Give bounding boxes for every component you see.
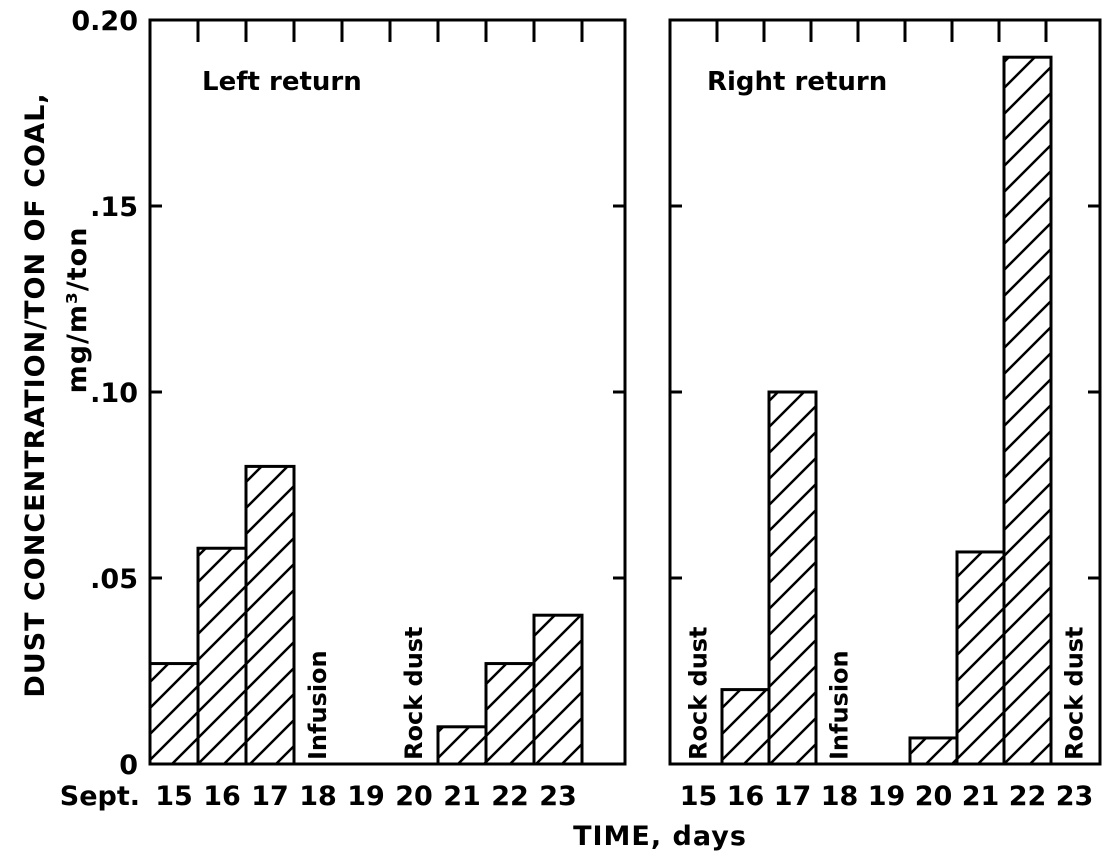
right-x-tick-label-21: 21 <box>962 781 1000 812</box>
left-bar-16 <box>196 546 248 766</box>
left-x-tick-label-20: 20 <box>395 781 433 812</box>
x-axis-title: TIME, days <box>573 821 747 852</box>
right-x-tick-label-16: 16 <box>727 781 765 812</box>
right-annotation: Rock dust <box>685 626 713 760</box>
right-x-tick-label-20: 20 <box>915 781 953 812</box>
left-panel-title: Left return <box>202 67 362 97</box>
left-return-panel: Left return Infusion Rock dust <box>148 18 627 766</box>
left-x-tick-label-17: 17 <box>251 781 289 812</box>
left-bar-15 <box>148 662 200 766</box>
right-x-tick-label-19: 19 <box>868 781 906 812</box>
left-x-tick-label-19: 19 <box>347 781 385 812</box>
right-bar-21 <box>955 550 1006 766</box>
left-x-tick-label-18: 18 <box>299 781 337 812</box>
y-tick-label: 0 <box>119 750 138 781</box>
x-axis: 15 16 17 18 19 20 21 22 23 15 16 17 18 19 20 21 22 23 Sept… <box>60 781 1094 812</box>
y-axis-title: DUST CONCENTRATION/TON OF COAL, <box>20 92 51 697</box>
right-x-tick-label-23: 23 <box>1056 781 1094 812</box>
y-tick-label: .05 <box>90 564 138 595</box>
right-annotation: Infusion <box>826 650 854 760</box>
y-axis-units: mg/m³/ton <box>62 227 93 394</box>
left-x-tick-label-23: 23 <box>539 781 577 812</box>
right-annotation: Rock dust <box>1061 626 1089 760</box>
right-bar-16 <box>720 688 771 766</box>
y-tick-label: .10 <box>90 378 138 409</box>
right-x-tick-label-17: 17 <box>774 781 812 812</box>
left-bar-17 <box>244 464 296 766</box>
right-panel-title: Right return <box>707 67 887 97</box>
left-x-tick-label-15: 15 <box>155 781 193 812</box>
x-tick-prefix: Sept. <box>60 781 140 812</box>
right-return-panel: Right return Rock dust Infusion Rock dust <box>668 18 1102 766</box>
right-x-tick-label-22: 22 <box>1009 781 1047 812</box>
right-bar-22 <box>1002 55 1053 766</box>
left-annotation: Rock dust <box>400 626 428 760</box>
right-x-tick-label-15: 15 <box>680 781 718 812</box>
left-x-tick-label-16: 16 <box>203 781 241 812</box>
right-x-tick-label-18: 18 <box>821 781 859 812</box>
y-axis: 0 .05 .10 .15 0.20 <box>71 6 138 781</box>
y-tick-label: 0.20 <box>71 6 138 37</box>
right-bar-20 <box>908 736 959 766</box>
left-bar-23 <box>532 613 584 766</box>
left-bar-21 <box>436 725 488 766</box>
left-bar-22 <box>484 662 536 766</box>
left-x-tick-label-22: 22 <box>491 781 529 812</box>
right-bar-17 <box>767 390 818 766</box>
y-tick-label: .15 <box>90 192 138 223</box>
left-annotation: Infusion <box>304 650 332 760</box>
left-x-tick-label-21: 21 <box>443 781 481 812</box>
